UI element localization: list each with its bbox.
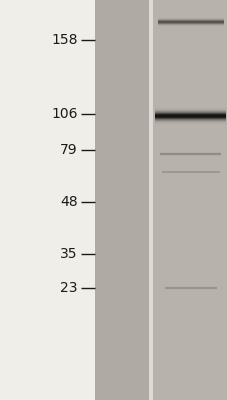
Text: 48: 48: [60, 195, 77, 209]
Bar: [94, 0, 149, 400]
Text: 158: 158: [51, 33, 77, 47]
Text: 23: 23: [60, 281, 77, 295]
Text: 106: 106: [51, 107, 77, 121]
Bar: [153, 0, 227, 400]
Text: 79: 79: [60, 143, 77, 157]
Bar: [149, 0, 153, 400]
Text: 35: 35: [60, 247, 77, 261]
